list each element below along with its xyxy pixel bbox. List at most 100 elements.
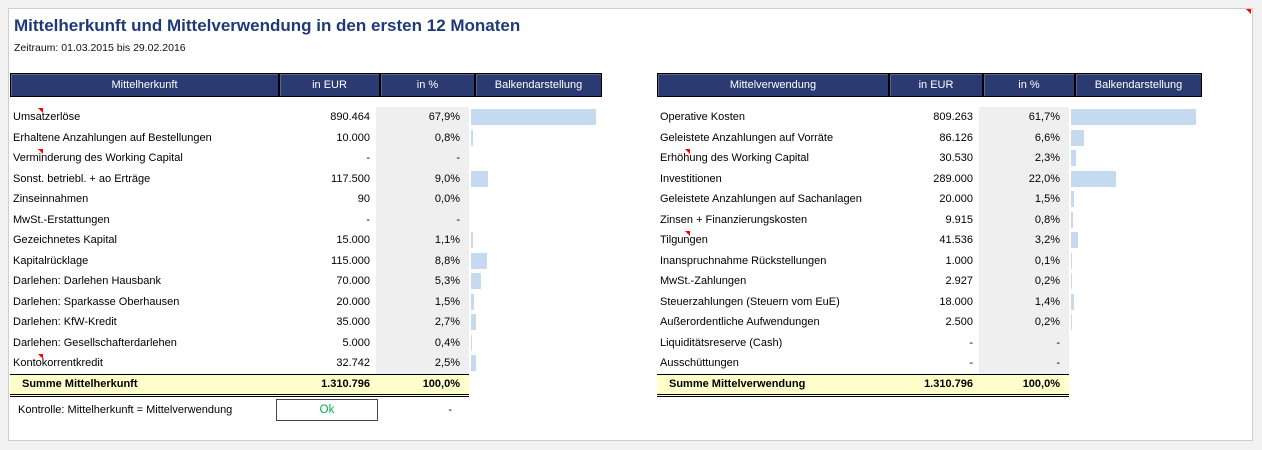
row-bar-cell [1069,292,1202,313]
row-pct-value: - [376,148,469,169]
table-row[interactable]: Liquiditätsreserve (Cash) - - [657,332,1202,353]
comment-marker-icon [685,231,690,236]
table-row[interactable]: Darlehen: KfW-Kredit 35.000 2,7% [10,312,602,333]
table-row[interactable]: Erhöhung des Working Capital 30.530 2,3% [657,148,1202,169]
table-row[interactable]: Außerordentliche Aufwendungen 2.500 0,2% [657,312,1202,333]
row-eur-value: 15.000 [336,234,370,246]
table-row[interactable]: Investitionen 289.000 22,0% [657,168,1202,189]
row-bar-cell [1069,148,1202,169]
row-pct-value: 9,0% [376,168,469,189]
row-bar-cell [1069,128,1202,149]
table-row[interactable]: MwSt.-Zahlungen 2.927 0,2% [657,271,1202,292]
uses-table: Mittelverwendung in EUR in % Balkendarst… [657,73,1202,397]
row-pct-value: 0,4% [376,332,469,353]
row-bar-cell [1069,107,1202,128]
row-eur-value: 32.742 [336,357,370,369]
header-mittelverwendung[interactable]: Mittelverwendung [658,74,888,96]
row-eur-value: - [969,357,973,369]
table-row[interactable]: Erhaltene Anzahlungen auf Bestellungen 10… [10,127,602,149]
row-eur-value: 30.530 [939,152,973,164]
row-label: Geleistete Anzahlungen auf Sachanlagen [660,193,862,205]
row-bar-cell [469,189,602,210]
row-label: MwSt.-Zahlungen [660,275,747,287]
row-bar-cell [469,292,602,313]
row-pct-value: 0,8% [376,127,469,148]
row-bar-cell [469,230,602,251]
header-in-eur[interactable]: in EUR [888,74,982,96]
uses-table-header: Mittelverwendung in EUR in % Balkendarst… [657,73,1202,97]
row-pct-value: 22,0% [979,168,1069,189]
table-row[interactable]: Ausschüttungen - - [657,353,1202,374]
row-pct-value: 1,1% [376,230,469,251]
row-pct-value: 0,1% [979,250,1069,271]
row-bar-cell [469,128,602,149]
percentage-bar [471,109,596,126]
header-in-eur[interactable]: in EUR [278,74,379,96]
table-row[interactable]: Zinseinnahmen 90 0,0% [10,189,602,210]
row-eur-value: 1.000 [945,254,973,267]
table-row[interactable]: Operative Kosten 809.263 61,7% [657,107,1202,128]
percentage-bar [471,293,474,310]
table-row[interactable]: Verminderung des Working Capital - - [10,148,602,169]
table-row[interactable]: Umsatzerlöse 890.464 67,9% [10,107,602,128]
comment-marker-icon [38,149,43,154]
sources-total-row[interactable]: Summe Mittelherkunft 1.310.796 100,0% [10,373,469,397]
row-label: Tilgungen [660,234,708,246]
header-balkendarstellung[interactable]: Balkendarstellung [1074,74,1201,96]
row-pct-value: 8,8% [376,250,469,271]
table-row[interactable]: Tilgungen 41.536 3,2% [657,230,1202,251]
comment-marker-icon [685,149,690,154]
table-row[interactable]: Sonst. betriebl. + ao Erträge 117.500 9,0% [10,168,602,190]
row-eur-value: 117.500 [331,172,370,185]
row-bar-cell [1069,251,1202,272]
total-pct: 100,0% [422,377,460,390]
row-eur-value: 18.000 [939,295,973,308]
row-pct-value: 5,3% [376,271,469,292]
header-mittelherkunft[interactable]: Mittelherkunft [11,74,278,96]
table-row[interactable]: Darlehen: Darlehen Hausbank 70.000 5,3% [10,271,602,292]
percentage-bar [1071,109,1196,126]
table-row[interactable]: Zinsen + Finanzierungskosten 9.915 0,8% [657,209,1202,231]
row-eur-value: - [366,152,370,164]
row-bar-cell [469,333,602,354]
row-label: Darlehen: Darlehen Hausbank [13,275,161,287]
row-bar-cell [1069,210,1202,231]
table-row[interactable]: Kontokorrentkredit 32.742 2,5% [10,353,602,374]
row-pct-value: 1,5% [376,291,469,312]
uses-total-row[interactable]: Summe Mittelverwendung 1.310.796 100,0% [657,373,1069,397]
total-label: Summe Mittelverwendung [669,377,806,390]
table-row[interactable]: Darlehen: Sparkasse Oberhausen 20.000 1,5% [10,291,602,313]
percentage-bar [1071,191,1074,208]
row-label: Ausschüttungen [660,357,739,369]
percentage-bar [471,232,473,249]
row-label: Geleistete Anzahlungen auf Vorräte [660,131,834,144]
percentage-bar [471,129,473,146]
total-eur: 1.310.796 [924,377,973,390]
table-row[interactable]: MwSt.-Erstattungen - - [10,209,602,230]
header-in-percent[interactable]: in % [982,74,1074,96]
table-row[interactable]: Geleistete Anzahlungen auf Vorräte 86.126… [657,127,1202,149]
row-eur-value: - [366,213,370,226]
row-pct-value: 3,2% [979,230,1069,251]
row-pct-value: - [979,353,1069,374]
header-balkendarstellung[interactable]: Balkendarstellung [474,74,601,96]
row-bar-cell [469,169,602,190]
row-pct-value: - [376,209,469,230]
table-row[interactable]: Geleistete Anzahlungen auf Sachanlagen 20… [657,189,1202,210]
row-label: Erhöhung des Working Capital [660,152,809,164]
percentage-bar [471,355,476,372]
row-eur-value: 5.000 [342,336,370,349]
table-row[interactable]: Kapitalrücklage 115.000 8,8% [10,250,602,271]
row-label: Inanspruchnahme Rückstellungen [660,254,827,267]
table-row[interactable]: Darlehen: Gesellschafterdarlehen 5.000 0,4… [10,332,602,354]
header-in-percent[interactable]: in % [379,74,474,96]
table-row[interactable]: Steuerzahlungen (Steuern vom EuE) 18.000 1… [657,291,1202,313]
row-eur-value: 289.000 [933,172,973,185]
row-bar-cell [469,312,602,333]
report-period: Zeitraum: 01.03.2015 bis 29.02.2016 [14,42,186,54]
row-bar-cell [1069,353,1202,374]
control-status-box[interactable]: Ok [276,399,378,421]
sources-table: Mittelherkunft in EUR in % Balkendarstel… [10,73,602,397]
table-row[interactable]: Inanspruchnahme Rückstellungen 1.000 0,1% [657,250,1202,272]
table-row[interactable]: Gezeichnetes Kapital 15.000 1,1% [10,230,602,251]
